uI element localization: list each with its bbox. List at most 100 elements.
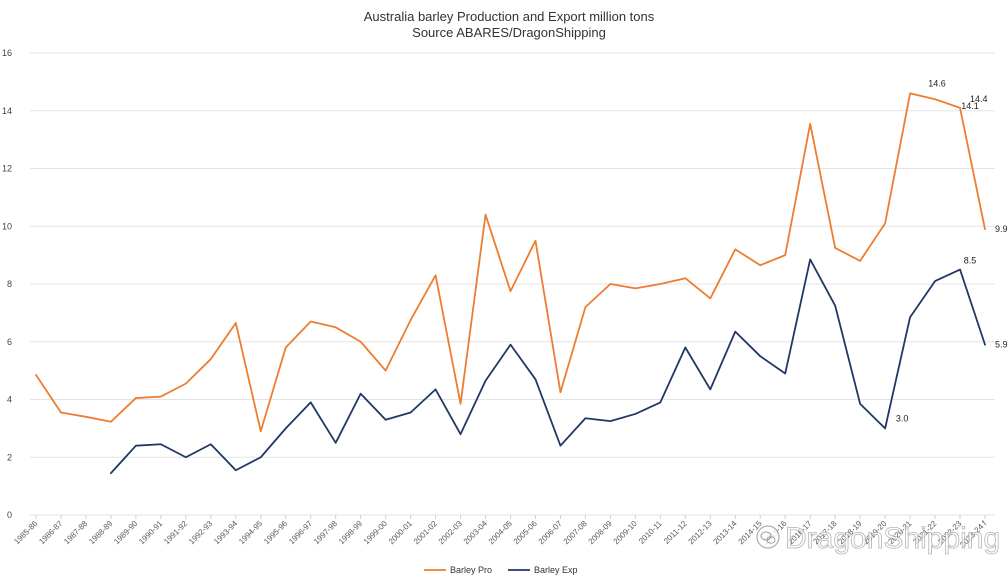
y-tick-label-16: 16 bbox=[2, 48, 12, 58]
point-barley-pro-2003-04 bbox=[484, 214, 487, 216]
point-barley-exp-1994-95 bbox=[260, 456, 262, 458]
point-barley-exp-2000-01 bbox=[410, 411, 412, 414]
point-barley-exp-1998-99 bbox=[360, 393, 362, 395]
point-barley-pro-2004-05 bbox=[509, 290, 512, 292]
wechat-logo-icon bbox=[756, 525, 780, 549]
point-barley-exp-1997-98 bbox=[335, 442, 337, 444]
point-barley-exp-2011-12 bbox=[684, 346, 686, 349]
watermark: DragonShipping bbox=[756, 522, 1001, 555]
legend: Barley Pro Barley Exp bbox=[424, 565, 578, 575]
point-barley-pro-2002-03 bbox=[459, 403, 462, 405]
x-tick-label-2001-02: 2001-02 bbox=[412, 519, 440, 547]
chart-subtitle: Source ABARES/DragonShipping bbox=[412, 25, 606, 40]
point-barley-pro-2000-01 bbox=[410, 319, 412, 321]
point-barley-exp-2001-02 bbox=[434, 388, 437, 390]
point-barley-pro-1989-90 bbox=[135, 397, 137, 399]
point-barley-pro-2011-12 bbox=[684, 277, 686, 279]
point-barley-exp-2022-23 bbox=[959, 268, 961, 271]
gridlines bbox=[30, 52, 995, 516]
point-barley-exp-2004-05 bbox=[509, 344, 512, 346]
x-tick-label-1998-99: 1998-99 bbox=[337, 519, 365, 547]
point-barley-pro-2019-20 bbox=[884, 222, 886, 224]
y-tick-label-10: 10 bbox=[2, 221, 12, 231]
point-barley-exp-2002-03 bbox=[459, 433, 462, 435]
x-tick-label-2005-06: 2005-06 bbox=[512, 519, 540, 547]
point-barley-exp-2015-16 bbox=[784, 372, 786, 375]
point-barley-pro-1988-89 bbox=[110, 421, 112, 423]
x-tick-label-2006-07: 2006-07 bbox=[537, 519, 565, 547]
series-line-barley-exp bbox=[110, 258, 986, 475]
point-barley-pro-2001-02 bbox=[434, 274, 437, 276]
point-barley-exp-1989-90 bbox=[135, 445, 137, 447]
y-tick-label-0: 0 bbox=[7, 510, 12, 520]
y-tick-label-8: 8 bbox=[7, 279, 12, 289]
point-barley-exp-2014-15 bbox=[759, 355, 761, 357]
point-barley-exp-2019-20 bbox=[884, 427, 886, 429]
x-tick-label-1992-93: 1992-93 bbox=[187, 519, 215, 547]
point-barley-pro-2017-18 bbox=[834, 247, 836, 249]
point-barley-exp-1990-91 bbox=[160, 443, 162, 445]
y-tick-label-2: 2 bbox=[7, 452, 12, 462]
x-tick-label-2010-11: 2010-11 bbox=[637, 519, 664, 546]
point-barley-exp-2005-06 bbox=[534, 378, 537, 380]
x-tick-label-1988-89: 1988-89 bbox=[87, 519, 115, 547]
point-barley-pro-1985-86 bbox=[35, 374, 37, 376]
x-tick-label-1999-00: 1999-00 bbox=[362, 519, 390, 547]
point-barley-pro-2010-11 bbox=[659, 283, 661, 285]
point-barley-exp-2010-11 bbox=[659, 401, 661, 403]
point-barley-pro-2014-15 bbox=[759, 264, 761, 266]
data-label-barley-pro-2021-22-14-6: 14.6 bbox=[928, 78, 946, 88]
point-barley-exp-2007-08 bbox=[584, 417, 587, 419]
legend-label-barley-exp: Barley Exp bbox=[534, 565, 578, 575]
watermark-text: DragonShipping bbox=[785, 522, 1000, 555]
point-barley-pro-2022-23 bbox=[959, 107, 961, 109]
point-barley-exp-1996-97 bbox=[310, 401, 312, 403]
point-barley-exp-2012-13 bbox=[709, 388, 711, 390]
data-label-barley-exp-2020-21-3-0: 3.0 bbox=[896, 413, 909, 423]
x-tick-label-2011-12: 2011-12 bbox=[662, 519, 689, 546]
point-barley-pro-2018-19 bbox=[859, 260, 861, 262]
point-barley-pro-1990-91 bbox=[160, 396, 162, 398]
series-lines bbox=[35, 92, 986, 475]
point-barley-pro-1986-87 bbox=[60, 411, 62, 414]
x-tick-label-1994-95: 1994-95 bbox=[237, 519, 265, 547]
point-barley-pro-2021-22 bbox=[934, 98, 936, 100]
point-barley-exp-2009-10 bbox=[634, 413, 636, 415]
point-barley-exp-1988-89 bbox=[110, 472, 112, 474]
x-tick-label-1993-94: 1993-94 bbox=[212, 519, 240, 547]
legend-label-barley-pro: Barley Pro bbox=[450, 565, 492, 575]
point-barley-pro-1998-99 bbox=[360, 341, 362, 343]
point-barley-exp-2020-21 bbox=[909, 316, 911, 318]
point-barley-pro-2013-14 bbox=[734, 248, 736, 250]
y-axis-ticks: 0 2 4 6 8 10 12 14 16 bbox=[2, 48, 12, 520]
point-barley-exp-2018-19 bbox=[859, 403, 861, 405]
data-label-barley-pro-2023-24-f-14-1: 14.1 bbox=[961, 101, 979, 111]
point-barley-exp-2023-24-f bbox=[984, 344, 986, 346]
point-barley-exp-1995-96 bbox=[285, 427, 287, 429]
y-tick-label-6: 6 bbox=[7, 337, 12, 347]
x-tick-label-1990-91: 1990-91 bbox=[137, 519, 165, 547]
point-barley-exp-2006-07 bbox=[559, 445, 562, 447]
x-tick-label-2004-05: 2004-05 bbox=[487, 519, 515, 547]
data-labels: 14.6 14.414.1 9.9 8.5 5.9 3.0 bbox=[896, 78, 1008, 423]
x-tick-label-1995-96: 1995-96 bbox=[262, 519, 290, 547]
point-barley-pro-1994-95 bbox=[260, 430, 262, 432]
y-tick-label-14: 14 bbox=[2, 106, 12, 116]
point-barley-pro-2009-10 bbox=[634, 287, 636, 289]
x-tick-label-2002-03: 2002-03 bbox=[437, 519, 465, 547]
point-barley-exp-1993-94 bbox=[235, 469, 237, 471]
data-label-barley-pro-2022-23-14-4: 14.4 bbox=[970, 94, 988, 104]
x-tick-label-2008-09: 2008-09 bbox=[587, 519, 615, 547]
data-label-barley-pro-2023-24-f-9-9: 9.9 bbox=[995, 224, 1008, 234]
x-tick-label-1997-98: 1997-98 bbox=[312, 519, 340, 547]
x-tick-label-2013-14: 2013-14 bbox=[712, 519, 740, 547]
x-tick-label-1985-86: 1985-86 bbox=[12, 519, 40, 547]
point-barley-pro-1993-94 bbox=[235, 322, 237, 324]
point-barley-exp-2003-04 bbox=[484, 380, 487, 382]
x-tick-label-1996-97: 1996-97 bbox=[287, 519, 315, 547]
point-barley-pro-2016-17 bbox=[809, 123, 811, 125]
point-barley-pro-2020-21 bbox=[909, 92, 911, 95]
point-barley-pro-1991-92 bbox=[185, 383, 187, 385]
point-barley-pro-2023-24-f bbox=[984, 228, 986, 230]
